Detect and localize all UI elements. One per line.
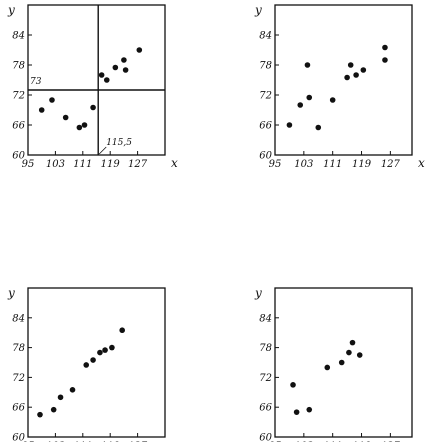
data-point: [98, 72, 105, 78]
data-point: [360, 67, 367, 73]
x-tick-label: 103: [46, 159, 65, 170]
data-point: [353, 72, 359, 78]
y-tick-label: 78: [12, 343, 25, 354]
data-point: [76, 124, 83, 131]
data-point: [112, 64, 119, 71]
y-tick-label: 60: [259, 433, 272, 442]
x-tick-label: 103: [294, 159, 313, 170]
y-tick-label: 84: [12, 313, 25, 324]
x-tick-label: 119: [101, 159, 121, 170]
y-tick-label: 60: [12, 151, 25, 162]
y-axis-label: y: [254, 286, 262, 300]
data-point: [306, 94, 313, 101]
data-point: [90, 357, 96, 363]
x-tick-label: 95: [269, 159, 282, 170]
y-tick-label: 78: [259, 61, 272, 72]
y-axis-label: y: [7, 286, 15, 300]
data-point: [347, 62, 354, 68]
y-tick-label: 60: [259, 151, 272, 162]
data-point: [122, 67, 129, 73]
plot-frame: [27, 287, 166, 438]
data-point: [37, 411, 43, 418]
x-tick-label: 119: [352, 159, 372, 170]
data-point: [346, 349, 352, 356]
mean-y-label: 73: [30, 77, 42, 87]
y-tick-label: 78: [259, 343, 272, 354]
data-point: [38, 107, 45, 113]
data-point: [97, 349, 103, 356]
data-point: [62, 114, 69, 121]
data-point: [50, 406, 57, 413]
y-tick-label: 84: [259, 313, 272, 324]
data-point: [382, 57, 388, 63]
data-point: [136, 47, 143, 53]
y-tick-label: 72: [259, 91, 272, 102]
plot-frame: [274, 4, 413, 156]
data-point: [315, 124, 322, 131]
y-tick-label: 66: [259, 403, 272, 414]
x-axis-label: x: [171, 438, 178, 442]
data-point: [286, 122, 293, 128]
y-tick-label: 66: [12, 403, 25, 414]
data-point: [103, 77, 110, 83]
data-point: [83, 362, 90, 368]
plot-frame: [274, 287, 413, 438]
y-tick-label: 72: [259, 373, 272, 384]
data-point: [69, 387, 76, 393]
data-point: [356, 352, 363, 358]
y-tick-label: 66: [259, 121, 272, 132]
data-point: [109, 344, 115, 351]
scatter-panel-1: 60 66 72 78 84 95 103 111 119 127 y x 73 115,5: [7, 3, 178, 170]
data-point: [344, 74, 350, 81]
y-tick-label: 84: [259, 31, 272, 42]
data-point: [121, 57, 127, 63]
y-tick-label: 72: [12, 373, 25, 384]
mean-x-label: 115,5: [106, 138, 132, 148]
x-tick-label: 127: [381, 159, 401, 170]
data-point: [293, 409, 300, 415]
data-point: [338, 359, 345, 366]
y-axis-label: y: [7, 3, 15, 17]
y-tick-label: 84: [12, 31, 25, 42]
x-axis-label: x: [418, 438, 425, 442]
plot-frame: [27, 4, 166, 156]
data-point: [324, 364, 331, 371]
data-point: [382, 44, 388, 51]
x-tick-label: 111: [323, 159, 342, 170]
x-tick-label: 127: [128, 159, 148, 170]
data-point: [349, 339, 356, 346]
y-axis-label: y: [254, 3, 262, 17]
y-tick-label: 66: [12, 121, 25, 132]
x-axis-label: x: [418, 156, 425, 170]
data-point: [290, 382, 296, 388]
data-point: [329, 97, 336, 103]
data-point: [102, 347, 108, 353]
data-point: [90, 104, 96, 111]
x-tick-label: 95: [22, 159, 35, 170]
x-axis-label: x: [171, 156, 178, 170]
y-tick-label: 60: [12, 433, 25, 442]
x-tick-label: 111: [73, 159, 92, 170]
scatter-panel-2: 60 66 72 78 84 95 103 111 119 127 y x: [254, 3, 425, 170]
mean-x-leader: [98, 146, 107, 155]
data-point: [297, 102, 304, 108]
data-point: [306, 406, 313, 413]
data-point: [119, 327, 125, 334]
data-point: [81, 122, 88, 128]
y-tick-label: 72: [12, 91, 25, 102]
data-point: [304, 62, 311, 68]
data-point: [49, 97, 55, 103]
data-point: [57, 394, 64, 401]
y-tick-label: 78: [12, 61, 25, 72]
